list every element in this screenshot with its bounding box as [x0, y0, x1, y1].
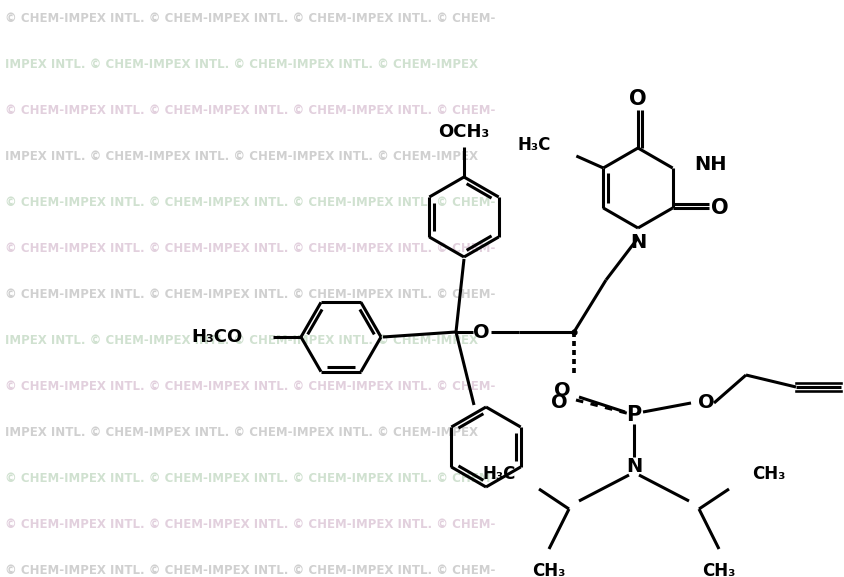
- Text: © CHEM-IMPEX INTL. © CHEM-IMPEX INTL. © CHEM-IMPEX INTL. © CHEM-: © CHEM-IMPEX INTL. © CHEM-IMPEX INTL. © …: [5, 472, 495, 485]
- Text: P: P: [626, 405, 641, 425]
- Text: O: O: [698, 394, 714, 413]
- Text: © CHEM-IMPEX INTL. © CHEM-IMPEX INTL. © CHEM-IMPEX INTL. © CHEM-: © CHEM-IMPEX INTL. © CHEM-IMPEX INTL. © …: [5, 380, 495, 393]
- Text: O: O: [554, 381, 571, 400]
- Text: © CHEM-IMPEX INTL. © CHEM-IMPEX INTL. © CHEM-IMPEX INTL. © CHEM-: © CHEM-IMPEX INTL. © CHEM-IMPEX INTL. © …: [5, 518, 495, 531]
- Text: O: O: [629, 89, 647, 109]
- Text: N: N: [630, 233, 647, 252]
- Text: CH₃: CH₃: [702, 562, 736, 577]
- Text: O: O: [473, 323, 490, 342]
- Text: © CHEM-IMPEX INTL. © CHEM-IMPEX INTL. © CHEM-IMPEX INTL. © CHEM-: © CHEM-IMPEX INTL. © CHEM-IMPEX INTL. © …: [5, 196, 495, 209]
- Text: © CHEM-IMPEX INTL. © CHEM-IMPEX INTL. © CHEM-IMPEX INTL. © CHEM-: © CHEM-IMPEX INTL. © CHEM-IMPEX INTL. © …: [5, 288, 495, 301]
- Text: OCH₃: OCH₃: [438, 123, 490, 141]
- Text: CH₃: CH₃: [533, 562, 565, 577]
- Text: O: O: [711, 198, 728, 218]
- Text: NH: NH: [695, 155, 728, 174]
- Text: H₃C: H₃C: [483, 465, 516, 483]
- Text: © CHEM-IMPEX INTL. © CHEM-IMPEX INTL. © CHEM-IMPEX INTL. © CHEM-: © CHEM-IMPEX INTL. © CHEM-IMPEX INTL. © …: [5, 564, 495, 577]
- Text: IMPEX INTL. © CHEM-IMPEX INTL. © CHEM-IMPEX INTL. © CHEM-IMPEX: IMPEX INTL. © CHEM-IMPEX INTL. © CHEM-IM…: [5, 58, 478, 71]
- Text: IMPEX INTL. © CHEM-IMPEX INTL. © CHEM-IMPEX INTL. © CHEM-IMPEX: IMPEX INTL. © CHEM-IMPEX INTL. © CHEM-IM…: [5, 150, 478, 163]
- Text: H₃CO: H₃CO: [192, 328, 243, 346]
- Text: H₃C: H₃C: [518, 136, 551, 154]
- Text: N: N: [626, 458, 642, 477]
- Text: IMPEX INTL. © CHEM-IMPEX INTL. © CHEM-IMPEX INTL. © CHEM-IMPEX: IMPEX INTL. © CHEM-IMPEX INTL. © CHEM-IM…: [5, 426, 478, 439]
- Text: CH₃: CH₃: [752, 465, 786, 483]
- Text: © CHEM-IMPEX INTL. © CHEM-IMPEX INTL. © CHEM-IMPEX INTL. © CHEM-: © CHEM-IMPEX INTL. © CHEM-IMPEX INTL. © …: [5, 104, 495, 117]
- Text: IMPEX INTL. © CHEM-IMPEX INTL. © CHEM-IMPEX INTL. © CHEM-IMPEX: IMPEX INTL. © CHEM-IMPEX INTL. © CHEM-IM…: [5, 334, 478, 347]
- Text: © CHEM-IMPEX INTL. © CHEM-IMPEX INTL. © CHEM-IMPEX INTL. © CHEM-: © CHEM-IMPEX INTL. © CHEM-IMPEX INTL. © …: [5, 12, 495, 25]
- Text: O: O: [550, 394, 567, 413]
- Text: © CHEM-IMPEX INTL. © CHEM-IMPEX INTL. © CHEM-IMPEX INTL. © CHEM-: © CHEM-IMPEX INTL. © CHEM-IMPEX INTL. © …: [5, 242, 495, 255]
